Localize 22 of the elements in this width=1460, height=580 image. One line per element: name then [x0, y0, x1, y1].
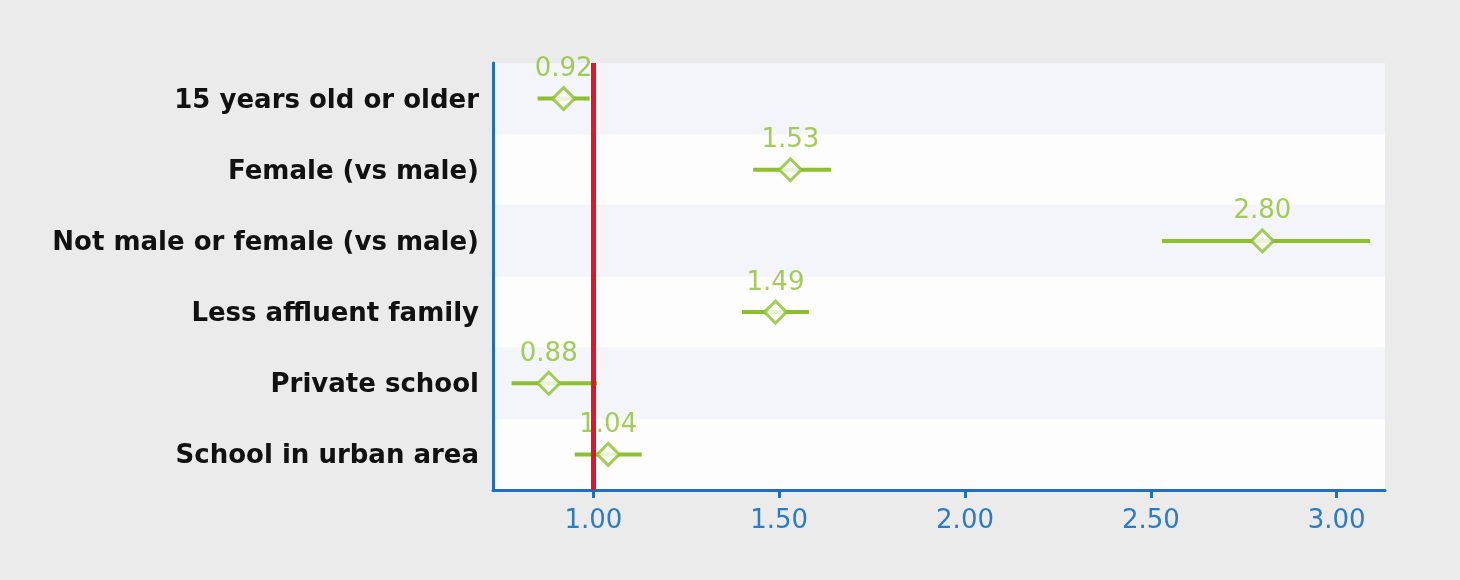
- data-label: 0.88: [519, 336, 578, 367]
- x-tick-label: 2.00: [936, 504, 994, 534]
- data-label: 1.53: [761, 123, 820, 154]
- data-label: 0.92: [534, 52, 593, 83]
- x-tick-label: 1.50: [750, 504, 809, 534]
- data-label: 2.80: [1233, 194, 1292, 225]
- point: [551, 86, 577, 112]
- x-tick-label: 1.00: [564, 504, 623, 534]
- point: [536, 370, 562, 396]
- y-tick-label: Private school: [270, 368, 479, 399]
- data-label: 1.49: [746, 265, 805, 296]
- x-tick-label: 3.00: [1307, 504, 1366, 534]
- y-tick-label: Female (vs male): [228, 154, 479, 185]
- y-tick-label: Not male or female (vs male): [52, 225, 479, 256]
- point: [595, 441, 621, 467]
- point: [777, 157, 803, 183]
- point: [1249, 228, 1275, 254]
- point: [762, 299, 788, 325]
- y-tick-label: School in urban area: [175, 439, 479, 470]
- y-tick-label: 15 years old or older: [174, 83, 480, 114]
- y-tick-label: Less affluent family: [191, 297, 480, 328]
- x-tick-label: 2.50: [1121, 504, 1180, 534]
